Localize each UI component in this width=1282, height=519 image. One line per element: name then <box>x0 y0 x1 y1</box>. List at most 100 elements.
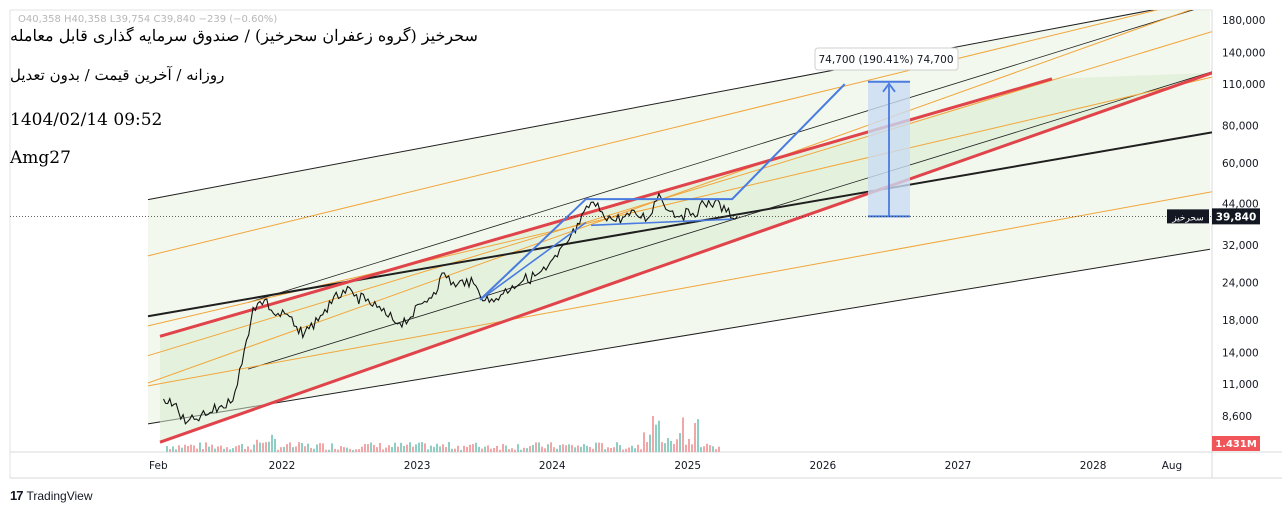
tradingview-wordmark: TradingView <box>26 489 92 503</box>
x-tick-label: 2024 <box>539 460 566 472</box>
volume-bar <box>283 447 285 452</box>
volume-bar <box>232 448 234 452</box>
volume-bar <box>637 445 639 452</box>
volume-bar <box>340 446 342 452</box>
chart-title: سحرخیز (گروه زعفران سحرخیز) / صندوق سرما… <box>10 26 478 45</box>
volume-bar <box>307 444 309 452</box>
volume-bar <box>259 443 261 452</box>
volume-bar <box>370 443 372 452</box>
volume-bar <box>334 449 336 452</box>
volume-bar <box>517 444 519 452</box>
chart-subtitle: روزانه / آخرین قیمت / بدون تعدیل <box>10 66 224 84</box>
volume-bar <box>262 443 264 452</box>
volume-bar <box>580 447 582 452</box>
volume-bar <box>208 447 210 452</box>
volume-bar <box>367 444 369 452</box>
volume-bar <box>625 449 627 452</box>
volume-bar <box>190 445 192 452</box>
volume-bar <box>664 443 666 452</box>
volume-bar <box>610 448 612 452</box>
y-tick-label: 180,000 <box>1222 15 1265 27</box>
volume-bar <box>379 443 381 452</box>
volume-bar <box>316 444 318 452</box>
volume-bar <box>199 442 201 452</box>
volume-bar <box>331 443 333 452</box>
volume-bar <box>364 444 366 452</box>
projection-label-text: 74,700 (190.41%) 74,700 <box>818 54 953 66</box>
volume-bar <box>280 447 282 452</box>
volume-bar <box>451 449 453 452</box>
volume-bar <box>211 445 213 452</box>
volume-bar <box>568 444 570 452</box>
x-tick-label: 2026 <box>810 460 837 472</box>
volume-bar <box>706 444 708 452</box>
y-tick-label: 110,000 <box>1222 79 1265 91</box>
volume-bar <box>214 449 216 452</box>
volume-bar <box>601 443 603 452</box>
volume-bar <box>337 450 339 452</box>
y-tick-label: 24,000 <box>1222 277 1259 289</box>
y-tick-label: 140,000 <box>1222 48 1265 60</box>
x-tick-label: Feb <box>149 460 168 472</box>
volume-bar <box>403 446 405 452</box>
y-tick-label: 32,000 <box>1222 240 1259 252</box>
volume-bar <box>301 443 303 452</box>
volume-bar <box>658 421 660 452</box>
volume-bar <box>169 449 171 452</box>
volume-bar <box>421 442 423 452</box>
volume-bar <box>520 450 522 452</box>
volume-bar <box>268 442 270 452</box>
volume-bar <box>466 447 468 452</box>
volume-bar <box>691 444 693 452</box>
volume-bar <box>385 448 387 452</box>
volume-bar <box>463 446 465 452</box>
volume-bar <box>562 444 564 452</box>
volume-bar <box>592 449 594 452</box>
volume-bar <box>346 448 348 452</box>
volume-bar <box>298 442 300 452</box>
volume-bar <box>595 443 597 452</box>
volume-bar <box>523 448 525 452</box>
volume-bar <box>556 449 558 452</box>
volume-bar <box>688 439 690 452</box>
volume-bar <box>679 433 681 452</box>
volume-bar <box>559 445 561 452</box>
y-tick-label: 8,600 <box>1222 411 1252 423</box>
volume-bar <box>697 419 699 452</box>
volume-bar <box>472 444 474 452</box>
volume-badge-text: 1.431M <box>1215 439 1257 450</box>
volume-bar <box>649 435 651 452</box>
volume-bar <box>544 448 546 452</box>
volume-bar <box>184 445 186 452</box>
volume-bar <box>667 438 669 452</box>
volume-bar <box>238 445 240 452</box>
volume-bar <box>499 450 501 452</box>
volume-bar <box>436 444 438 452</box>
volume-bar <box>172 446 174 452</box>
tradingview-brand[interactable]: 17 TradingView <box>10 488 93 503</box>
volume-bar <box>448 442 450 452</box>
x-tick-label: 2028 <box>1080 460 1107 472</box>
volume-bar <box>247 446 249 452</box>
volume-bar <box>256 440 258 452</box>
volume-bar <box>349 449 351 452</box>
volume-bar <box>196 449 198 452</box>
volume-bar <box>376 447 378 452</box>
volume-bar <box>223 449 225 452</box>
volume-bar <box>616 442 618 452</box>
volume-bar <box>613 447 615 452</box>
projection-label: 74,700 (190.41%) 74,700 <box>815 48 958 70</box>
ohlc-readout: O40,358 H40,358 L39,754 C39,840 −239 (−0… <box>18 14 277 25</box>
volume-bar <box>265 442 267 452</box>
volume-bar <box>598 443 600 452</box>
volume-bar <box>634 448 636 452</box>
volume-bar <box>313 449 315 452</box>
volume-bar <box>205 442 207 452</box>
volume-bar <box>325 450 327 452</box>
volume-bar <box>682 417 684 452</box>
volume-bar <box>304 446 306 452</box>
volume-bar <box>652 416 654 452</box>
x-tick-label: Aug <box>1162 460 1183 472</box>
volume-bar <box>319 443 321 452</box>
volume-bar <box>586 446 588 452</box>
